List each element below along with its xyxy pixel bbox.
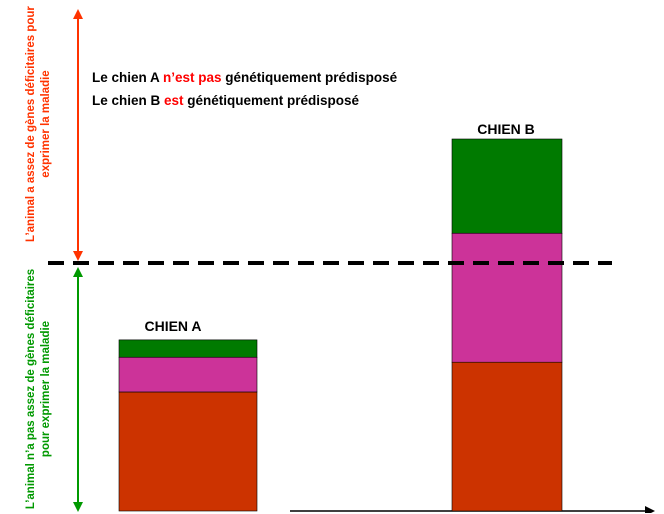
chien-b-red-segment bbox=[451, 361, 563, 512]
chien-a-red-segment bbox=[118, 391, 258, 512]
chien-a-label: CHIEN A bbox=[144, 318, 202, 334]
bars-layer bbox=[118, 138, 563, 512]
chien-b-green-segment bbox=[451, 138, 563, 234]
lower-zone-label-text: L’animal n’a pas assez de gènes déficita… bbox=[25, 268, 52, 510]
legend-2-suffix: génétiquement prédisposé bbox=[183, 93, 360, 108]
legend-line-2: Le chien B est génétiquement prédisposé bbox=[92, 93, 359, 108]
legend-line-1: Le chien A n’est pas génétiquement prédi… bbox=[92, 70, 397, 85]
legend-1-highlight: n’est pas bbox=[163, 70, 222, 85]
chien-a-magenta-segment bbox=[118, 356, 258, 393]
upper-zone-label: L’animal a assez de gènes déficitaires p… bbox=[6, 0, 72, 249]
chien-b-magenta-segment bbox=[451, 232, 563, 363]
chien-a-green-segment bbox=[118, 339, 258, 358]
legend-2-highlight: est bbox=[164, 93, 184, 108]
legend-1-suffix: génétiquement prédisposé bbox=[221, 70, 398, 85]
lower-zone-label: L’animal n’a pas assez de gènes déficita… bbox=[6, 264, 72, 514]
upper-zone-label-text: L’animal a assez de gènes déficitaires p… bbox=[25, 6, 52, 242]
legend-2-prefix: Le chien B bbox=[92, 93, 165, 108]
legend-1-prefix: Le chien A bbox=[92, 70, 164, 85]
chien-b-label: CHIEN B bbox=[477, 121, 535, 137]
